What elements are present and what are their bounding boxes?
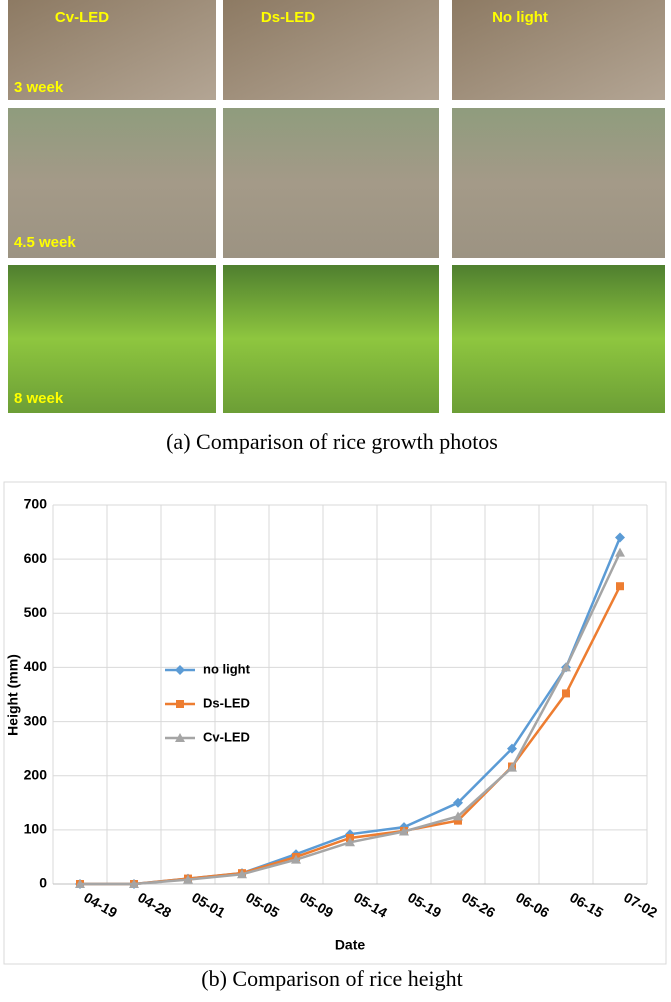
marker	[75, 879, 85, 888]
y-tick-label: 500	[24, 604, 48, 620]
x-tick-label: 05-05	[243, 889, 282, 921]
x-tick-label: 06-15	[567, 889, 606, 921]
y-tick-label: 300	[24, 712, 48, 728]
photo	[8, 265, 216, 413]
legend-marker	[175, 733, 185, 742]
column-label: No light	[492, 9, 548, 26]
x-tick-label: 04-19	[81, 889, 120, 921]
photo	[223, 265, 439, 413]
y-tick-label: 600	[24, 550, 48, 566]
x-tick-label: 05-14	[351, 889, 390, 921]
marker	[616, 582, 624, 591]
row-label: 3 week	[14, 79, 64, 96]
column-label: Cv-LED	[55, 9, 109, 26]
legend-marker	[176, 700, 184, 708]
y-tick-label: 200	[24, 766, 48, 782]
legend-marker	[175, 665, 185, 675]
marker	[345, 837, 355, 847]
marker	[507, 743, 517, 754]
marker	[454, 816, 462, 825]
marker	[615, 532, 625, 543]
y-tick-label: 100	[24, 821, 48, 837]
photo-caption: (a) Comparison of rice growth photos	[166, 429, 498, 454]
x-tick-label: 07-02	[621, 889, 660, 921]
photo	[8, 108, 216, 258]
marker	[561, 662, 571, 672]
photo	[452, 108, 665, 258]
legend-label: Ds-LED	[203, 695, 250, 710]
chart-frame	[3, 481, 667, 965]
marker	[237, 869, 247, 879]
y-tick-label: 700	[24, 496, 48, 512]
marker	[183, 874, 193, 884]
photo	[452, 0, 665, 100]
x-tick-label: 05-01	[189, 889, 228, 921]
x-axis-label: Date	[335, 937, 366, 953]
x-tick-label: 04-28	[135, 889, 174, 921]
photo	[452, 265, 665, 413]
x-tick-label: 05-19	[405, 889, 444, 921]
marker	[129, 879, 139, 888]
marker	[399, 826, 409, 836]
photo	[8, 0, 216, 100]
column-label: Ds-LED	[261, 9, 315, 26]
row-label: 8 week	[14, 390, 64, 407]
y-tick-label: 0	[39, 875, 47, 891]
y-axis-label: Height (mm)	[5, 654, 21, 736]
x-tick-label: 05-09	[297, 889, 336, 921]
marker	[291, 854, 301, 864]
legend-label: Cv-LED	[203, 729, 250, 744]
marker	[453, 797, 463, 808]
y-tick-label: 400	[24, 658, 48, 674]
marker	[507, 762, 517, 772]
x-tick-label: 06-06	[513, 889, 552, 921]
marker	[615, 547, 625, 557]
legend-label: no light	[203, 661, 251, 676]
chart-caption: (b) Comparison of rice height	[201, 966, 463, 991]
x-tick-label: 05-26	[459, 889, 498, 921]
photo-grid: Cv-LED Ds-LED No light 3 week 4.5 week 8…	[8, 0, 665, 413]
marker	[453, 811, 463, 821]
marker	[562, 689, 570, 698]
photo	[223, 0, 439, 100]
row-label: 4.5 week	[14, 234, 76, 251]
photo	[223, 108, 439, 258]
